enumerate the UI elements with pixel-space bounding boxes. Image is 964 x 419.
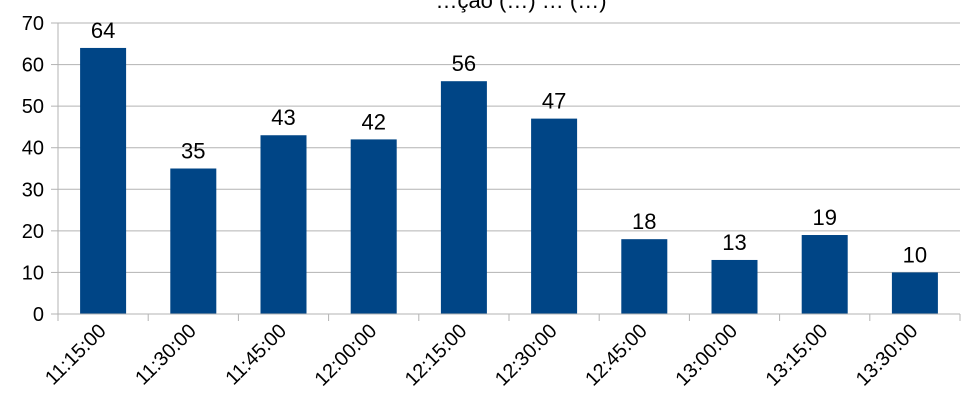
x-tick-label: 11:30:00 xyxy=(131,320,201,390)
bar xyxy=(440,81,487,314)
data-label: 13 xyxy=(722,230,746,255)
bars: 64 35 43 42 56 47 18 13 19 10 xyxy=(80,18,938,314)
y-tick-label: 40 xyxy=(22,138,44,160)
x-tick-label: 12:30:00 xyxy=(491,320,562,391)
y-tick-label: 60 xyxy=(22,55,44,77)
data-label: 19 xyxy=(812,205,836,230)
y-tick-label: 0 xyxy=(33,304,44,326)
bar xyxy=(260,135,307,314)
data-label: 42 xyxy=(361,109,385,134)
bar xyxy=(531,118,578,314)
x-tick-label: 11:15:00 xyxy=(41,320,111,390)
bar xyxy=(711,259,758,314)
bar xyxy=(891,272,938,314)
data-label: 18 xyxy=(632,209,656,234)
y-tick-label: 50 xyxy=(22,96,44,118)
y-tick-label: 20 xyxy=(22,221,44,243)
x-tick-label: 12:45:00 xyxy=(581,320,652,391)
y-axis: 0 10 20 30 40 50 60 70 xyxy=(22,13,59,326)
data-label: 64 xyxy=(91,18,115,43)
data-label: 35 xyxy=(181,139,205,164)
data-label: 10 xyxy=(903,242,927,267)
x-tick-label: 12:00:00 xyxy=(311,320,382,391)
y-tick-label: 30 xyxy=(22,179,44,201)
x-tick-label: 13:00:00 xyxy=(671,320,742,391)
bar xyxy=(350,139,397,314)
bar xyxy=(170,168,217,314)
y-tick-label: 70 xyxy=(22,13,44,35)
x-tick-label: 11:45:00 xyxy=(221,320,291,390)
x-tick-label: 12:15:00 xyxy=(401,320,472,391)
data-label: 56 xyxy=(452,51,476,76)
x-tick-label: 13:30:00 xyxy=(852,320,923,391)
y-tick-label: 10 xyxy=(22,262,44,284)
bar xyxy=(80,47,127,314)
data-label: 43 xyxy=(271,105,295,130)
data-label: 47 xyxy=(542,89,566,114)
x-axis: 11:15:00 11:30:00 11:45:00 12:00:00 12:15:00… xyxy=(41,313,961,391)
chart-title: …ção (…) … (…) xyxy=(435,0,606,13)
x-tick-label: 13:15:00 xyxy=(762,320,833,391)
bar xyxy=(801,235,848,314)
bar xyxy=(621,239,668,314)
